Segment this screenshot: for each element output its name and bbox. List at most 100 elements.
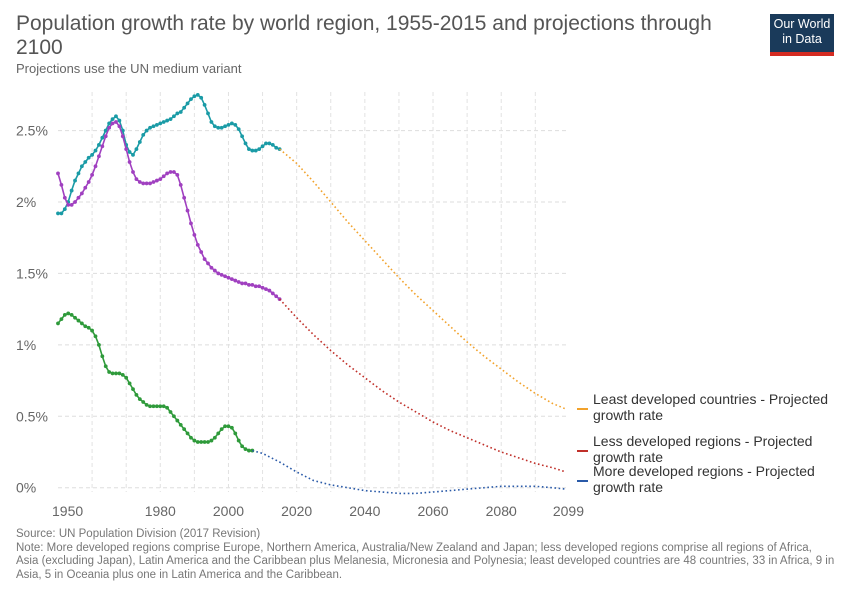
data-point-more_hist xyxy=(175,418,180,423)
x-tick-label: 2020 xyxy=(281,503,312,519)
data-point-least_hist xyxy=(243,141,248,146)
data-point-less_hist xyxy=(90,172,94,177)
data-point-more_hist xyxy=(226,424,231,429)
data-point-least_hist xyxy=(69,188,74,193)
data-point-least_hist xyxy=(216,125,221,130)
data-point-more_hist xyxy=(107,370,112,374)
data-point-less_hist xyxy=(175,172,180,177)
data-point-more_hist xyxy=(216,431,221,436)
data-point-less_hist xyxy=(151,180,156,184)
data-point-least_hist xyxy=(154,122,159,127)
data-point-least_hist xyxy=(144,128,149,133)
legend-entry[interactable]: More developed regions - Projected growth… xyxy=(577,463,815,495)
data-point-less_hist xyxy=(76,195,81,200)
data-point-least_hist xyxy=(134,147,139,152)
data-point-least_hist xyxy=(161,120,166,124)
data-point-less_hist xyxy=(195,242,200,247)
data-point-less_hist xyxy=(168,170,173,174)
data-point-less_hist xyxy=(209,265,214,270)
data-point-more_hist xyxy=(165,405,170,410)
data-point-more_hist xyxy=(243,447,248,452)
data-point-more_hist xyxy=(79,321,84,326)
data-point-more_hist xyxy=(86,325,91,330)
data-point-more_hist xyxy=(69,312,74,317)
data-point-more_hist xyxy=(83,324,88,329)
legend-entry[interactable]: Least developed countries - Projected gro… xyxy=(577,391,828,423)
data-point-least_hist xyxy=(264,141,268,146)
data-point-least_hist xyxy=(137,140,142,144)
data-point-least_hist xyxy=(233,122,238,127)
data-point-less_hist xyxy=(114,120,118,124)
data-point-more_hist xyxy=(124,375,129,380)
data-point-least_hist xyxy=(110,117,115,122)
series-line-least_proj xyxy=(279,148,567,410)
data-point-more_hist xyxy=(223,424,227,429)
x-tick-label: 1980 xyxy=(145,503,176,519)
data-point-less_hist xyxy=(144,181,149,186)
data-point-more_hist xyxy=(137,397,142,402)
data-point-more_hist xyxy=(168,410,173,414)
data-point-least_hist xyxy=(178,110,183,114)
data-point-more_hist xyxy=(144,402,149,407)
data-point-less_hist xyxy=(83,185,88,190)
data-point-more_hist xyxy=(110,371,115,376)
data-point-more_hist xyxy=(62,312,67,317)
data-point-less_hist xyxy=(62,195,67,200)
data-point-less_hist xyxy=(202,257,207,262)
series-lines xyxy=(56,92,567,495)
data-point-less_hist xyxy=(172,170,176,174)
data-point-least_hist xyxy=(90,152,94,157)
legend-label: Least developed countries - Projected gro… xyxy=(593,391,828,423)
data-point-least_hist xyxy=(151,124,156,129)
grid-lines xyxy=(58,92,566,492)
x-tick-label: 2000 xyxy=(213,503,244,519)
data-point-more_hist xyxy=(154,404,159,409)
legend-entry[interactable]: Less developed regions - Projected growth… xyxy=(577,433,812,465)
data-point-least_hist xyxy=(56,211,60,216)
data-point-less_hist xyxy=(131,170,135,174)
data-point-least_hist xyxy=(165,118,170,123)
data-point-less_hist xyxy=(120,134,125,139)
data-point-least_hist xyxy=(247,147,251,152)
data-point-less_hist xyxy=(274,294,279,299)
data-point-more_hist xyxy=(161,404,166,409)
data-point-less_hist xyxy=(212,268,217,273)
axis-dot xyxy=(508,510,512,514)
x-tick-label: 1950 xyxy=(52,503,83,519)
data-point-more_hist xyxy=(97,342,101,347)
data-point-less_hist xyxy=(223,274,227,279)
data-point-less_hist xyxy=(73,200,77,204)
data-point-less_hist xyxy=(199,250,204,254)
owid-logo[interactable]: Our World in Data xyxy=(770,14,834,56)
data-point-least_hist xyxy=(73,178,77,183)
data-point-less_hist xyxy=(219,272,224,277)
data-point-less_hist xyxy=(253,284,258,289)
data-point-least_hist xyxy=(79,164,84,169)
data-point-least_hist xyxy=(185,101,190,106)
data-point-more_hist xyxy=(199,440,204,444)
data-point-more_hist xyxy=(212,435,217,440)
x-tick-label: 2080 xyxy=(486,503,517,519)
data-point-less_hist xyxy=(127,160,132,164)
data-point-least_hist xyxy=(62,207,67,212)
data-point-more_hist xyxy=(178,422,183,427)
data-point-least_hist xyxy=(199,95,204,100)
data-point-less_hist xyxy=(59,182,64,187)
data-point-less_hist xyxy=(100,144,105,149)
data-point-more_hist xyxy=(100,354,105,359)
data-point-more_hist xyxy=(148,404,152,409)
data-point-least_hist xyxy=(117,118,122,123)
data-point-less_hist xyxy=(182,195,187,200)
data-point-less_hist xyxy=(161,174,166,179)
data-point-less_hist xyxy=(110,121,115,126)
data-point-less_hist xyxy=(236,280,241,284)
data-point-less_hist xyxy=(233,278,238,283)
data-point-more_hist xyxy=(185,431,190,436)
data-point-least_hist xyxy=(175,111,180,116)
data-point-least_hist xyxy=(223,124,227,129)
data-point-more_hist xyxy=(151,404,156,409)
data-point-least_hist xyxy=(158,121,163,126)
data-point-less_hist xyxy=(66,202,71,207)
chart-subtitle: Projections use the UN medium variant xyxy=(16,61,242,76)
data-point-least_hist xyxy=(141,132,146,137)
